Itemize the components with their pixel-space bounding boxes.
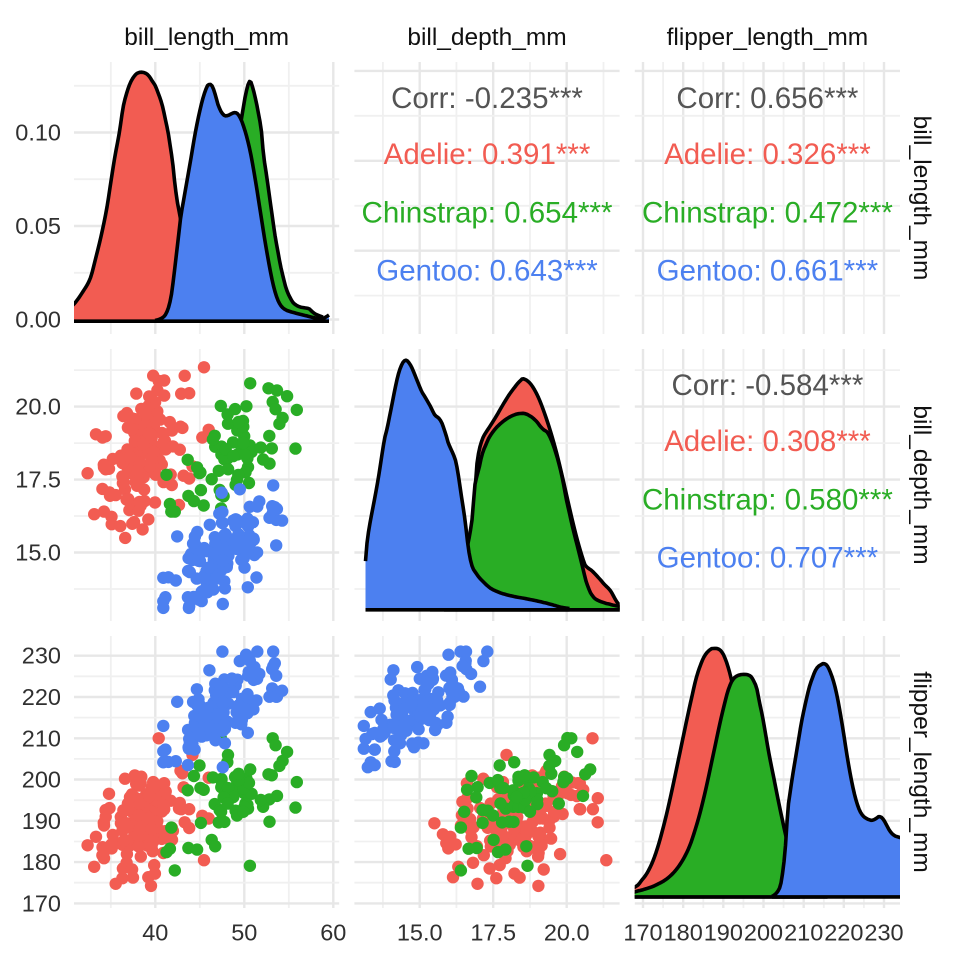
svg-text:180: 180 [664, 920, 703, 946]
svg-text:15.0: 15.0 [15, 540, 61, 566]
svg-text:60: 60 [320, 920, 346, 946]
svg-text:Corr: 0.656***: Corr: 0.656*** [676, 82, 859, 115]
svg-text:170: 170 [22, 890, 61, 916]
svg-text:210: 210 [784, 920, 823, 946]
svg-text:0.10: 0.10 [15, 120, 61, 146]
svg-text:220: 220 [22, 684, 61, 710]
svg-text:230: 230 [864, 920, 903, 946]
svg-text:170: 170 [623, 920, 662, 946]
svg-text:190: 190 [704, 920, 743, 946]
svg-text:200: 200 [22, 767, 61, 793]
svg-text:Adelie: 0.391***: Adelie: 0.391*** [384, 138, 591, 171]
svg-text:Chinstrap: 0.580***: Chinstrap: 0.580*** [642, 484, 893, 517]
svg-text:bill_length_mm: bill_length_mm [908, 116, 935, 281]
svg-text:220: 220 [824, 920, 863, 946]
svg-text:50: 50 [231, 920, 257, 946]
svg-text:0.05: 0.05 [15, 213, 61, 239]
svg-text:flipper_length_mm: flipper_length_mm [667, 24, 869, 51]
svg-text:Chinstrap: 0.654***: Chinstrap: 0.654*** [362, 197, 613, 230]
svg-text:200: 200 [744, 920, 783, 946]
svg-text:17.5: 17.5 [15, 467, 61, 493]
svg-text:Corr: -0.235***: Corr: -0.235*** [391, 82, 583, 115]
svg-text:Adelie: 0.326***: Adelie: 0.326*** [664, 138, 871, 171]
svg-text:180: 180 [22, 849, 61, 875]
svg-text:Gentoo: 0.707***: Gentoo: 0.707*** [657, 542, 879, 575]
svg-text:40: 40 [142, 920, 168, 946]
svg-text:210: 210 [22, 725, 61, 751]
svg-text:20.0: 20.0 [544, 920, 590, 946]
svg-text:Gentoo: 0.661***: Gentoo: 0.661*** [657, 255, 879, 288]
svg-text:bill_depth_mm: bill_depth_mm [407, 24, 566, 51]
svg-text:Chinstrap: 0.472***: Chinstrap: 0.472*** [642, 197, 893, 230]
svg-text:0.00: 0.00 [15, 307, 61, 333]
svg-text:Corr: -0.584***: Corr: -0.584*** [671, 369, 863, 402]
svg-text:230: 230 [22, 643, 61, 669]
svg-text:17.5: 17.5 [470, 920, 516, 946]
svg-text:190: 190 [22, 808, 61, 834]
svg-text:flipper_length_mm: flipper_length_mm [908, 671, 935, 873]
svg-text:Adelie: 0.308***: Adelie: 0.308*** [664, 425, 871, 458]
svg-text:bill_depth_mm: bill_depth_mm [908, 405, 935, 564]
svg-text:bill_length_mm: bill_length_mm [124, 24, 289, 51]
svg-text:20.0: 20.0 [15, 394, 61, 420]
svg-text:15.0: 15.0 [397, 920, 443, 946]
svg-text:Gentoo: 0.643***: Gentoo: 0.643*** [376, 255, 598, 288]
